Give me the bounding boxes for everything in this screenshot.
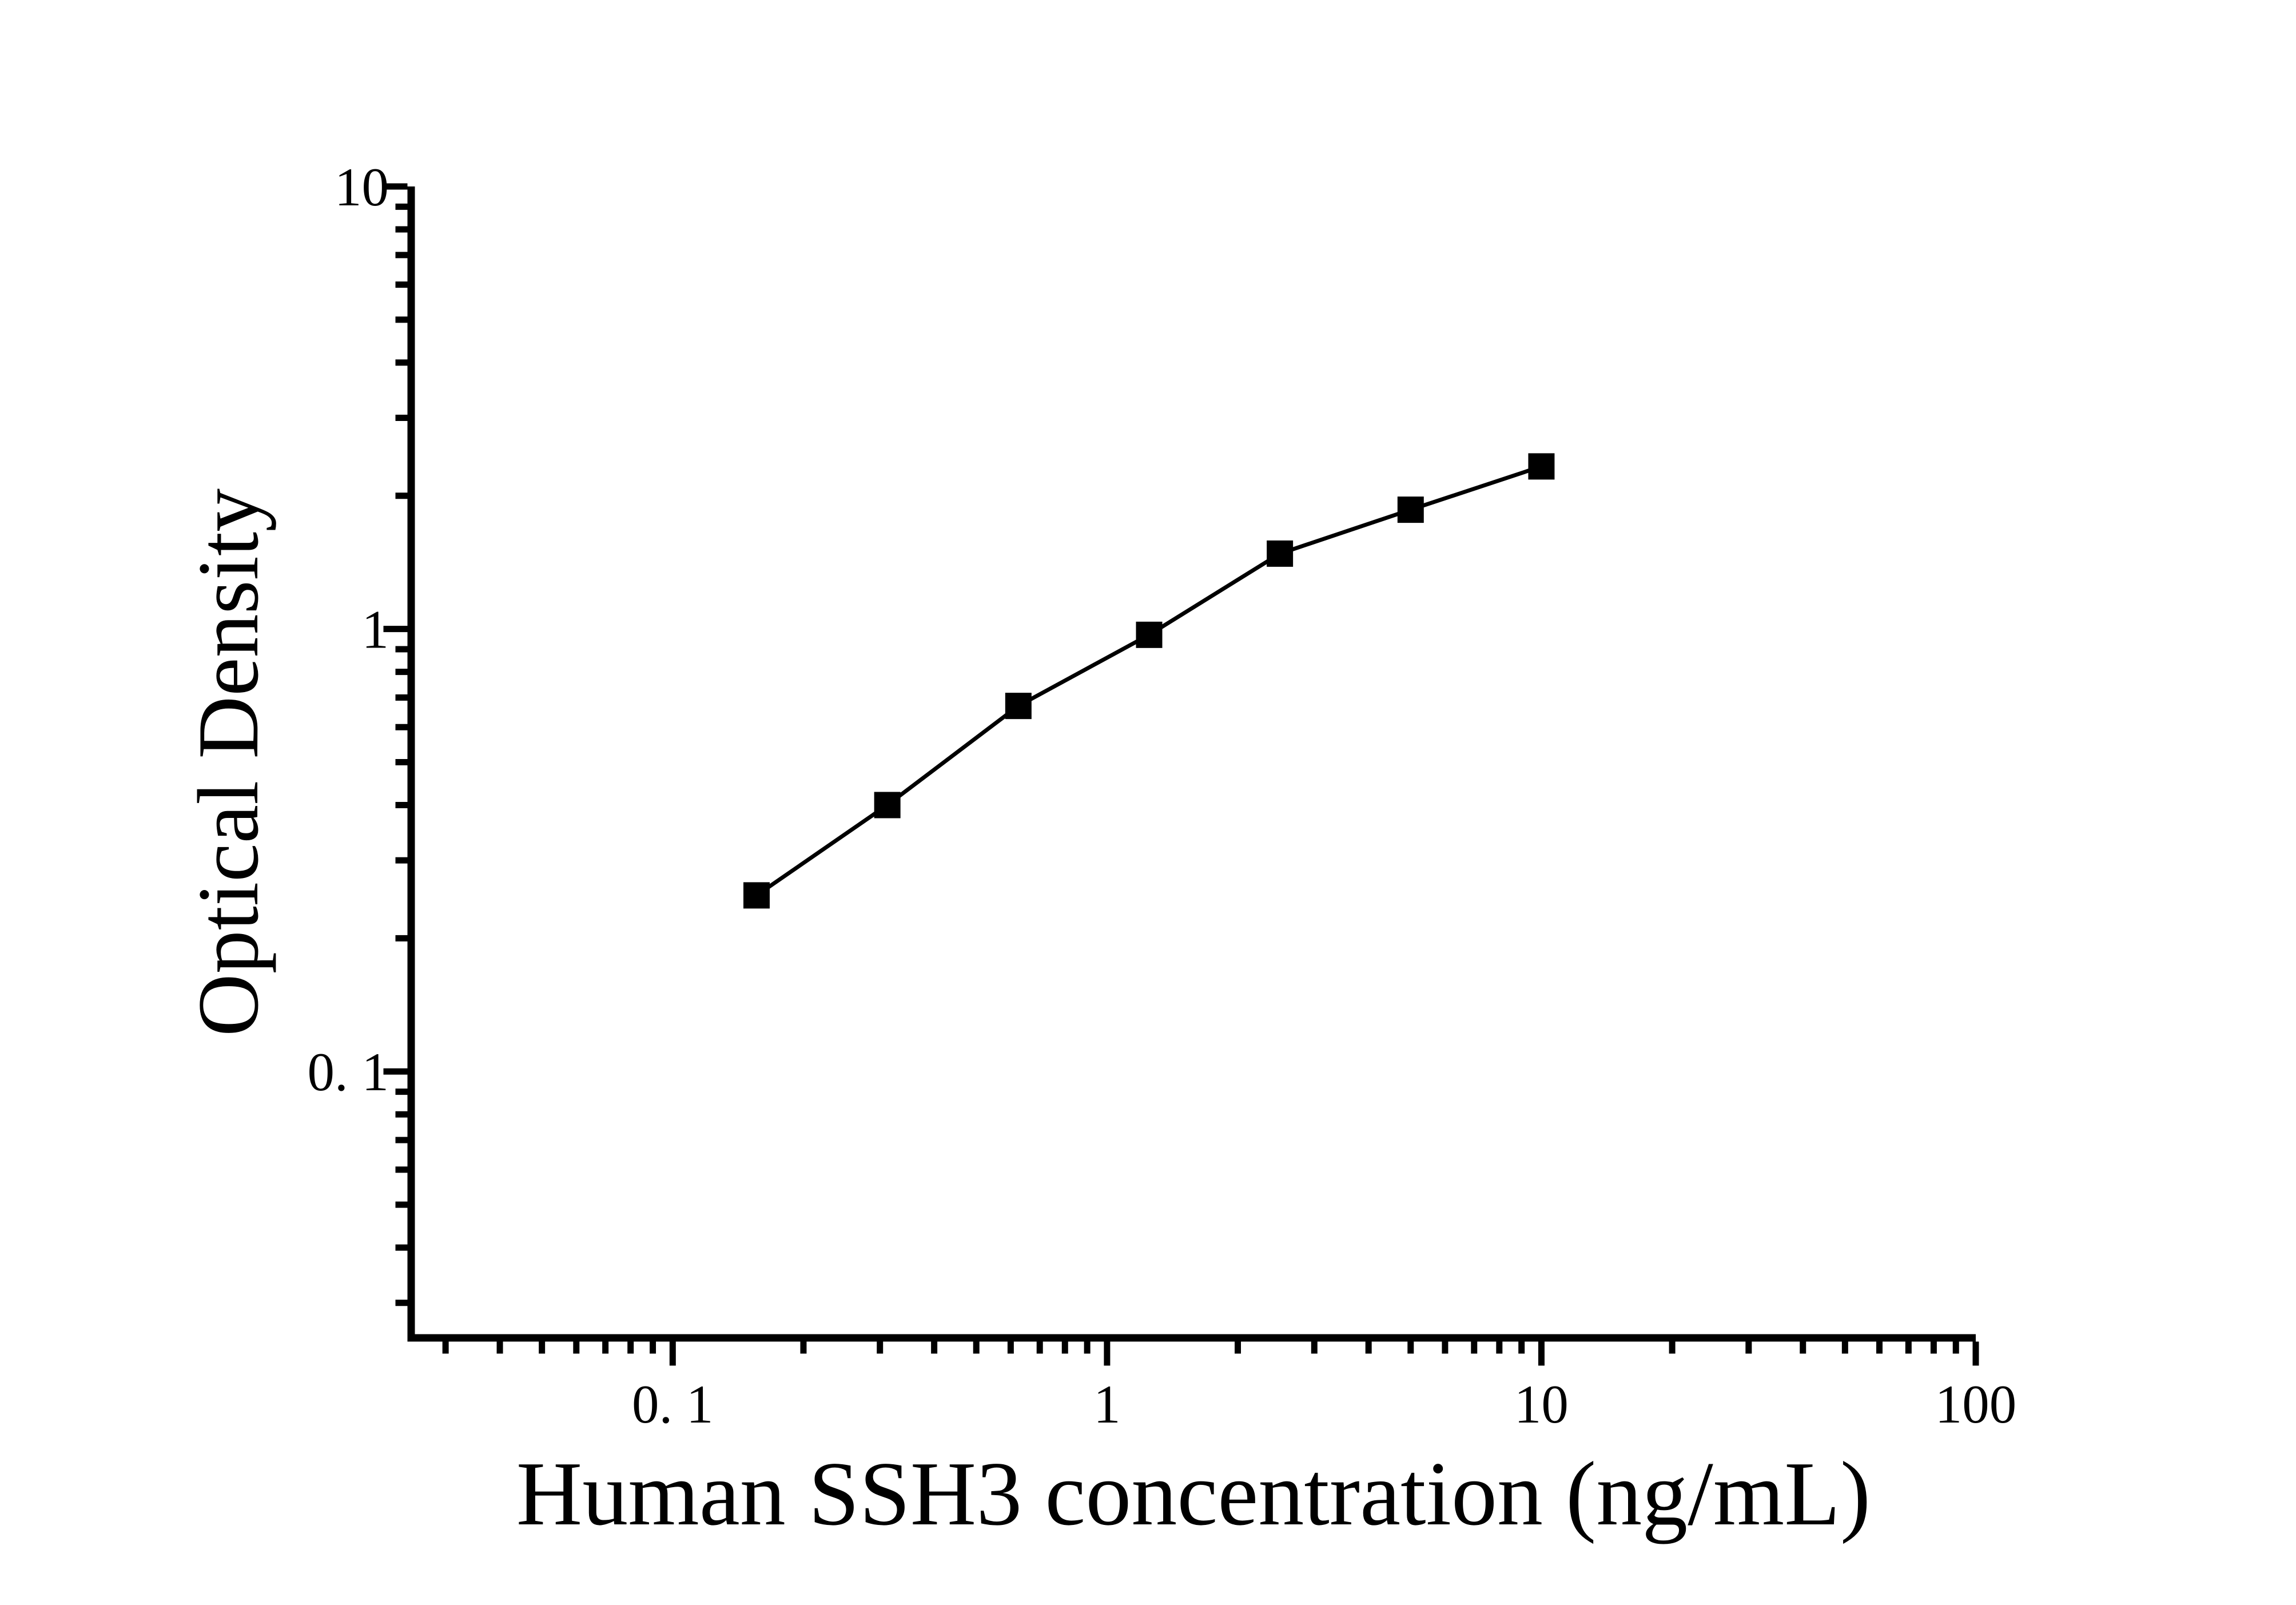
tick-labels-layer: 0. 1 1 10 100 10 1 0. 1 xyxy=(308,157,2017,1435)
data-point-marker xyxy=(1528,453,1555,480)
axes-layer xyxy=(407,186,1976,1342)
y-tick-label: 0. 1 xyxy=(308,1042,389,1102)
x-axis-title: Human SSH3 concentration (ng/mL) xyxy=(516,1443,1871,1544)
x-tick-label: 0. 1 xyxy=(632,1374,714,1435)
data-point-marker xyxy=(1397,496,1424,523)
standard-curve-line xyxy=(755,464,1542,897)
x-tick-label: 100 xyxy=(1935,1374,2017,1435)
y-axis-title: Optical Density xyxy=(180,488,276,1036)
data-point-marker xyxy=(1005,693,1032,720)
series-layer xyxy=(743,453,1555,909)
data-point-marker xyxy=(743,882,770,909)
y-tick-label: 1 xyxy=(362,599,389,660)
ticks-layer xyxy=(383,183,1979,1366)
x-tick-label: 10 xyxy=(1514,1374,1569,1435)
y-tick-label: 10 xyxy=(335,157,389,217)
x-tick-label: 1 xyxy=(1093,1374,1121,1435)
data-point-marker xyxy=(1136,621,1163,648)
data-point-marker xyxy=(1267,540,1294,567)
data-point-marker xyxy=(874,792,901,819)
